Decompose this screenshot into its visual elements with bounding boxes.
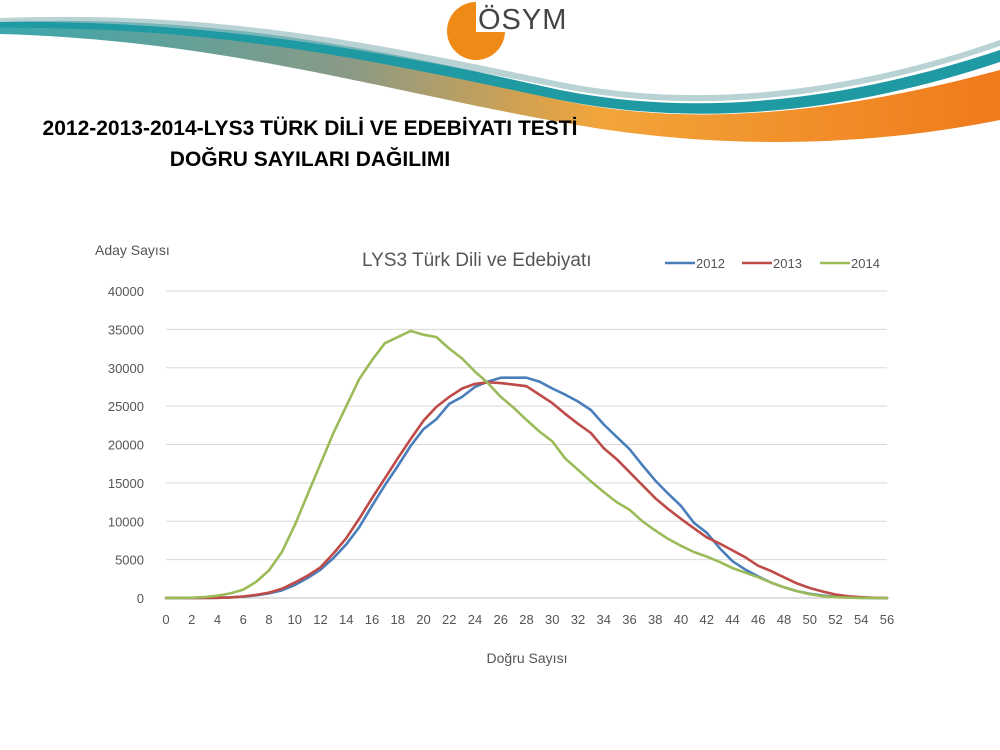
x-tick-label: 6 <box>240 612 247 627</box>
chart-gridlines <box>166 290 887 599</box>
y-tick-label: 5000 <box>115 553 144 568</box>
legend-label-2013: 2013 <box>773 256 802 271</box>
x-tick-label: 56 <box>880 612 894 627</box>
x-tick-label: 46 <box>751 612 765 627</box>
x-tick-label: 52 <box>828 612 842 627</box>
y-tick-label: 35000 <box>108 322 144 337</box>
x-tick-label: 22 <box>442 612 456 627</box>
x-tick-label: 54 <box>854 612 868 627</box>
x-tick-label: 20 <box>416 612 430 627</box>
chart-title: LYS3 Türk Dili ve Edebiyatı <box>362 250 592 271</box>
banner-swoosh-orange <box>0 26 1000 143</box>
slide-title: 2012-2013-2014-LYS3 TÜRK DİLİ VE EDEBİYA… <box>0 113 620 175</box>
x-tick-label: 24 <box>468 612 482 627</box>
x-tick-label: 2 <box>188 612 195 627</box>
x-tick-label: 30 <box>545 612 559 627</box>
x-tick-label: 38 <box>648 612 662 627</box>
series-line-2014 <box>164 329 889 600</box>
y-tick-label: 25000 <box>108 399 144 414</box>
x-tick-label: 42 <box>700 612 714 627</box>
x-tick-label: 12 <box>313 612 327 627</box>
y-tick-label: 20000 <box>108 438 144 453</box>
x-tick-label: 28 <box>519 612 533 627</box>
x-tick-label: 36 <box>622 612 636 627</box>
x-tick-label: 32 <box>571 612 585 627</box>
x-tick-label: 18 <box>391 612 405 627</box>
legend-label-2014: 2014 <box>851 256 880 271</box>
x-tick-label: 16 <box>365 612 379 627</box>
y-axis-ticks: 0 5000 10000 15000 20000 25000 30000 35000 40000 <box>108 284 144 606</box>
legend-label-2012: 2012 <box>696 256 725 271</box>
header-banner <box>0 2 1000 143</box>
slide-title-line2: DOĞRU SAYILARI DAĞILIMI <box>169 148 451 171</box>
osym-logo <box>447 2 506 60</box>
x-tick-label: 8 <box>265 612 272 627</box>
slide-title-line1: 2012-2013-2014-LYS3 TÜRK DİLİ VE EDEBİYA… <box>42 117 578 140</box>
y-tick-label: 30000 <box>108 361 144 376</box>
chart-legend: 2012 2013 2014 <box>665 256 880 271</box>
logo-text: ÖSYM <box>478 4 568 36</box>
x-tick-label: 34 <box>597 612 611 627</box>
y-axis-title: Aday Sayısı <box>95 242 170 258</box>
x-tick-label: 50 <box>803 612 817 627</box>
y-tick-label: 10000 <box>108 514 144 529</box>
y-tick-label: 40000 <box>108 284 144 299</box>
y-tick-label: 0 <box>137 591 144 606</box>
chart-series <box>164 329 889 600</box>
x-axis-title: Doğru Sayısı <box>487 650 568 666</box>
x-tick-label: 4 <box>214 612 221 627</box>
x-tick-label: 0 <box>162 612 169 627</box>
x-tick-label: 40 <box>674 612 688 627</box>
x-tick-label: 10 <box>288 612 302 627</box>
series-line-2013 <box>164 380 889 600</box>
x-tick-label: 14 <box>339 612 353 627</box>
x-tick-label: 26 <box>494 612 508 627</box>
x-tick-label: 48 <box>777 612 791 627</box>
y-tick-label: 15000 <box>108 476 144 491</box>
x-tick-label: 44 <box>725 612 739 627</box>
x-axis-ticks: 0 2 4 6 8 10 12 14 16 18 20 22 24 26 28 30 32 34 36 38 40 42 4… <box>162 612 894 627</box>
